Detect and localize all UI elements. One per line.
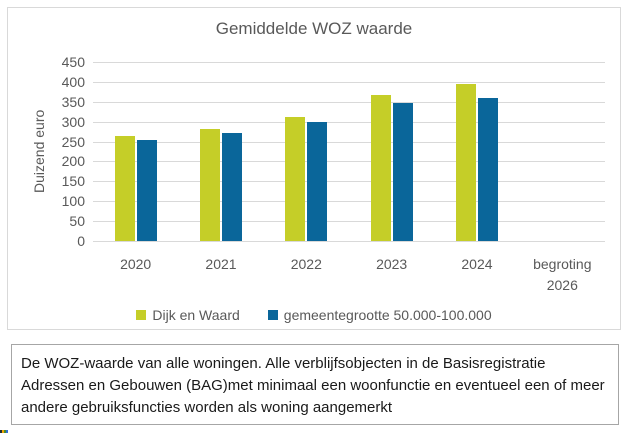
bar	[455, 84, 476, 241]
y-tick-label: 100	[61, 193, 85, 210]
bar	[392, 102, 413, 241]
gridline	[93, 161, 605, 163]
gridline	[93, 101, 605, 103]
gridline	[93, 181, 605, 183]
y-tick-label: 150	[61, 173, 85, 190]
gridline	[93, 201, 605, 203]
legend-label: gemeentegrootte 50.000-100.000	[283, 307, 492, 323]
x-axis-labels: 2020 2021 2022 2023 2024 begroting 2026	[93, 254, 605, 296]
x-tick-label: 2023	[376, 256, 408, 272]
chart-title: Gemiddelde WOZ waarde	[215, 19, 413, 38]
gridline	[93, 221, 605, 223]
y-tick-label: 300	[61, 113, 85, 130]
bar	[370, 95, 391, 241]
bar	[307, 122, 328, 241]
bar	[199, 129, 220, 241]
plot-area	[93, 62, 605, 242]
gridline	[93, 81, 605, 83]
gridline	[93, 62, 605, 63]
legend: Dijk en Waard gemeentegrootte 50.000-100.…	[8, 307, 620, 323]
category-cell	[520, 62, 605, 241]
category-cell	[178, 62, 263, 241]
y-tick-label: 400	[61, 73, 85, 90]
x-tick-label: 2024	[461, 256, 493, 272]
y-tick-label: 250	[61, 133, 85, 150]
legend-item: Dijk en Waard	[136, 307, 240, 323]
x-tick-label: 2022	[290, 256, 322, 272]
x-tick-label: 2020	[120, 256, 152, 272]
category-cell	[93, 62, 178, 241]
corner-pixel	[6, 430, 8, 433]
chart-card: Gemiddelde WOZ waarde Duizend euro 450 40…	[7, 7, 621, 330]
corner-fragment	[0, 430, 8, 433]
corner-pixel	[4, 430, 6, 433]
y-tick-label: 200	[61, 153, 85, 170]
y-tick-label: 450	[61, 54, 85, 70]
x-tick-label: begroting 2026	[533, 256, 592, 293]
legend-item: gemeentegrootte 50.000-100.000	[267, 307, 492, 323]
gridline	[93, 121, 605, 123]
corner-pixel	[0, 430, 2, 433]
bar	[285, 117, 306, 241]
legend-swatch	[267, 310, 278, 320]
bar	[136, 139, 157, 241]
legend-label: Dijk en Waard	[152, 307, 240, 323]
caption-text: De WOZ-waarde van alle woningen. Alle ve…	[21, 355, 605, 416]
caption-box: De WOZ-waarde van alle woningen. Alle ve…	[11, 344, 619, 425]
bar	[221, 133, 242, 241]
corner-pixel	[2, 430, 4, 433]
category-cell	[264, 62, 349, 241]
y-tick-label: 0	[77, 233, 85, 249]
bars-row	[93, 62, 605, 241]
gridline	[93, 241, 605, 242]
category-cell	[434, 62, 519, 241]
category-cell	[349, 62, 434, 241]
gridline	[93, 141, 605, 143]
x-tick-label: 2021	[205, 256, 237, 272]
legend-swatch	[136, 310, 147, 320]
bar	[114, 136, 135, 241]
y-tick-label: 350	[61, 93, 85, 110]
y-axis-ticks: 450 400 350 300 250 200 150 100 50 0	[8, 54, 85, 249]
y-tick-label: 50	[69, 213, 85, 230]
bar	[477, 97, 498, 241]
